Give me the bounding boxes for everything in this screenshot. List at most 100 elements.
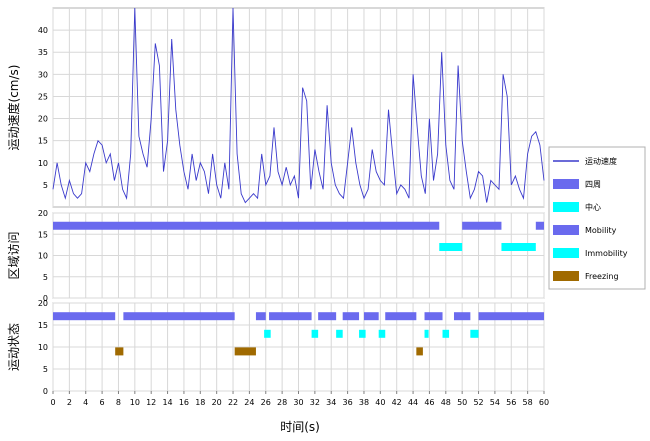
x-tick-label: 6 — [100, 398, 105, 407]
legend-label: 运动速度 — [585, 156, 617, 166]
y-tick-label: 0 — [43, 294, 48, 303]
y-axis-label: 运动状态 — [7, 323, 21, 371]
legend-frame — [548, 146, 646, 290]
band-segment — [269, 312, 312, 321]
band-segment — [424, 312, 443, 321]
x-tick-label: 40 — [375, 398, 385, 407]
x-tick-label: 10 — [130, 398, 140, 407]
x-tick-label: 34 — [326, 398, 336, 407]
y-tick-label: 10 — [38, 343, 48, 352]
y-tick-label: 0 — [43, 387, 48, 396]
y-tick-label: 40 — [38, 26, 48, 35]
band-segment — [363, 312, 379, 321]
x-tick-label: 54 — [490, 398, 500, 407]
legend-item: Freezing — [553, 271, 619, 281]
band-segment — [336, 329, 343, 338]
band-segment — [424, 329, 429, 338]
legend-swatch — [553, 248, 579, 258]
y-tick-label: 5 — [43, 273, 48, 282]
band-segment — [342, 312, 360, 321]
x-tick-label: 58 — [523, 398, 533, 407]
legend-swatch — [553, 225, 579, 235]
y-tick-label: 20 — [38, 209, 48, 218]
band-segment — [478, 312, 544, 321]
y-tick-label: 10 — [38, 252, 48, 261]
legend-item: Immobility — [553, 248, 628, 258]
legend-swatch — [553, 271, 579, 281]
legend-swatch — [553, 202, 579, 212]
x-tick-label: 22 — [228, 398, 238, 407]
x-tick-label: 0 — [50, 398, 55, 407]
x-tick-label: 44 — [408, 398, 418, 407]
band-segment — [439, 243, 463, 251]
band-segment — [115, 347, 124, 356]
y-tick-label: 20 — [38, 115, 48, 124]
y-axis-label: 区域访问 — [7, 231, 21, 279]
legend-swatch — [553, 179, 579, 189]
band-segment — [385, 312, 417, 321]
x-axis: 0 2 4 6 8 10 12 14 16 18 20 22 24 26 28 30 32 34 36 38 40 42 4… — [50, 391, 549, 407]
band-segment — [255, 312, 266, 321]
x-tick-label: 50 — [457, 398, 467, 407]
x-tick-label: 28 — [277, 398, 287, 407]
x-tick-label: 20 — [212, 398, 222, 407]
legend-item: 运动速度 — [553, 156, 617, 166]
band-segment — [234, 347, 256, 356]
chart-panels: 5 10 15 20 25 30 35 40 运动速度(cm/s) 0 5 10 15 20 区域访问 0 5 1… — [6, 7, 545, 396]
x-tick-label: 14 — [162, 398, 172, 407]
band-segment — [501, 243, 536, 251]
band-segment — [311, 329, 319, 338]
x-tick-label: 2 — [67, 398, 72, 407]
y-tick-label: 5 — [43, 181, 48, 190]
x-tick-label: 26 — [261, 398, 271, 407]
panel-state: 0 5 10 15 20 运动状态 — [7, 299, 545, 396]
x-tick-label: 38 — [359, 398, 369, 407]
y-tick-label: 15 — [38, 230, 48, 239]
x-tick-label: 18 — [195, 398, 205, 407]
band-segment — [318, 312, 337, 321]
x-tick-label: 48 — [441, 398, 451, 407]
y-tick-label: 20 — [38, 299, 48, 308]
y-tick-label: 15 — [38, 321, 48, 330]
series-line-speed — [52, 7, 545, 204]
band-segment — [264, 329, 271, 338]
band-segment — [53, 221, 440, 230]
x-axis-label: 时间(s) — [280, 420, 320, 434]
legend-item: 中心 — [553, 202, 601, 212]
y-tick-label: 10 — [38, 159, 48, 168]
x-tick-label: 52 — [473, 398, 483, 407]
y-tick-label: 25 — [38, 92, 48, 101]
legend-label: 中心 — [585, 202, 601, 212]
y-axis-label: 运动速度(cm/s) — [6, 65, 21, 151]
legend-item: 四周 — [553, 179, 601, 189]
x-tick-label: 46 — [424, 398, 434, 407]
panel-zone: 0 5 10 15 20 区域访问 — [7, 209, 545, 303]
band-segment — [53, 312, 116, 321]
x-tick-label: 4 — [83, 398, 88, 407]
band-segment — [359, 329, 366, 338]
y-tick-label: 15 — [38, 137, 48, 146]
band-segment — [378, 329, 386, 338]
band-segment — [442, 329, 450, 338]
x-tick-label: 12 — [146, 398, 156, 407]
band-segment — [470, 329, 479, 338]
y-tick-label: 35 — [38, 48, 48, 57]
x-tick-label: 32 — [310, 398, 320, 407]
x-tick-label: 24 — [244, 398, 254, 407]
x-tick-label: 60 — [539, 398, 549, 407]
y-tick-label: 30 — [38, 70, 48, 79]
band-segment — [416, 347, 423, 356]
x-tick-label: 8 — [116, 398, 121, 407]
legend-label: Immobility — [585, 249, 628, 258]
legend-label: Freezing — [585, 272, 619, 281]
legend-item: Mobility — [553, 225, 617, 235]
band-segment — [462, 221, 502, 230]
legend-label: 四周 — [585, 180, 601, 189]
panel-speed: 5 10 15 20 25 30 35 40 运动速度(cm/s) — [6, 7, 545, 208]
x-tick-label: 42 — [392, 398, 402, 407]
band-segment — [123, 312, 235, 321]
band-segment — [453, 312, 471, 321]
x-tick-label: 16 — [179, 398, 189, 407]
x-tick-label: 30 — [293, 398, 303, 407]
